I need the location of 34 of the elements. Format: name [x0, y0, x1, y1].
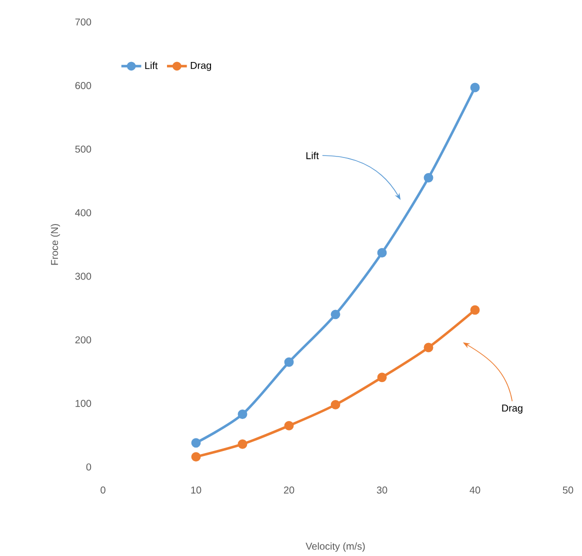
- point: [424, 173, 434, 182]
- point: [424, 342, 434, 352]
- y-tick-label: 600: [75, 82, 92, 90]
- y-axis-title: Froce (N): [50, 224, 60, 265]
- point: [330, 400, 340, 410]
- y-tick-label: 500: [75, 146, 92, 153]
- x-tick-label: 30: [376, 486, 388, 494]
- y-tick-label: 700: [75, 18, 92, 26]
- point: [284, 357, 294, 367]
- y-tick-label: 200: [75, 336, 92, 344]
- x-tick-label: 40: [470, 486, 480, 494]
- x-tick-label: 0: [100, 486, 106, 494]
- point: [470, 82, 480, 92]
- point: [191, 438, 201, 448]
- point: [470, 305, 480, 315]
- point: [284, 420, 294, 430]
- point: [238, 439, 248, 449]
- y-tick-label: 400: [75, 209, 92, 216]
- point: [377, 372, 387, 382]
- x-tick-label: 50: [562, 486, 574, 494]
- legend-label: Drag: [190, 62, 212, 71]
- point: [377, 248, 387, 258]
- annotation: Lift: [306, 152, 319, 160]
- y-tick-label: 0: [86, 463, 92, 471]
- point: [191, 452, 201, 462]
- x-axis-title: Velocity (m/s): [306, 542, 365, 552]
- y-tick-label: 300: [75, 272, 92, 280]
- x-tick-label: 10: [191, 486, 202, 494]
- y-tick-label: 100: [76, 400, 92, 407]
- point: [330, 310, 340, 320]
- legend-label: Lift: [145, 62, 158, 70]
- annotation: Drag: [502, 404, 522, 414]
- x-tick-label: 20: [284, 486, 294, 494]
- point: [238, 410, 248, 419]
